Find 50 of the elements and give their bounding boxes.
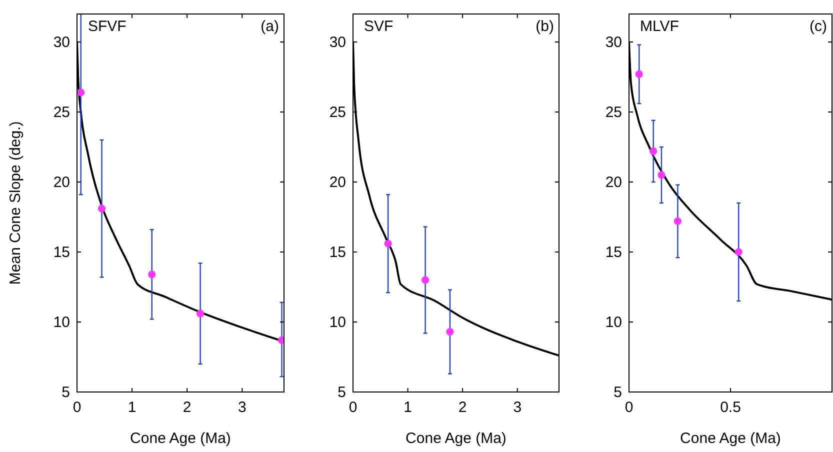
y-tick-label: 15 [53, 244, 70, 261]
y-tick-label: 20 [53, 174, 70, 191]
point [422, 276, 430, 284]
y-tick-label: 10 [329, 314, 346, 331]
point [674, 217, 682, 225]
point [658, 171, 666, 179]
annotation: SFVF [88, 18, 126, 35]
x-axis-title: Cone Age (Ma) [130, 430, 231, 447]
point [384, 240, 392, 248]
y-tick-label: 25 [53, 104, 70, 121]
y-tick-label: 20 [329, 174, 346, 191]
point [77, 88, 85, 96]
point [446, 328, 454, 336]
y-tick-label: 25 [329, 104, 346, 121]
x-tick-label: 2 [458, 399, 467, 416]
y-tick-label: 15 [329, 244, 346, 261]
y-tick-label: 30 [605, 34, 622, 51]
x-tick-label: 0 [72, 399, 82, 416]
point [635, 70, 643, 78]
annotation: (a) [260, 18, 279, 35]
x-tick-label: 0 [348, 399, 358, 416]
y-tick-label: 20 [605, 174, 622, 191]
point [148, 270, 156, 278]
annotation: MLVF [640, 18, 679, 35]
y-tick-label: 30 [53, 34, 70, 51]
annotation: (b) [536, 18, 554, 35]
x-tick-label: 1 [128, 399, 136, 416]
x-axis-title: Cone Age (Ma) [680, 430, 781, 447]
x-axis-title: Cone Age (Ma) [406, 430, 506, 447]
x-tick-label: 0.5 [720, 399, 741, 416]
point [650, 147, 658, 155]
x-tick-label: 2 [182, 399, 192, 416]
y-tick-label: 10 [605, 314, 622, 331]
point [734, 248, 742, 256]
y-tick-label: 5 [614, 384, 622, 401]
x-tick-label: 0 [624, 399, 634, 416]
y-tick-label: 5 [338, 384, 346, 401]
y-tick-label: 15 [605, 244, 622, 261]
y-tick-label: 10 [53, 314, 70, 331]
annotation: (c) [810, 18, 827, 35]
y-tick-label: 30 [329, 34, 346, 51]
x-tick-label: 1 [404, 399, 412, 416]
y-tick-label: 5 [62, 384, 70, 401]
y-axis-title: Mean Cone Slope (deg.) [7, 121, 24, 285]
x-tick-label: 3 [513, 399, 522, 416]
point [196, 310, 204, 318]
annotation: SVF [364, 18, 394, 35]
y-tick-label: 25 [605, 104, 622, 121]
x-tick-label: 3 [238, 399, 246, 416]
point [98, 204, 106, 212]
